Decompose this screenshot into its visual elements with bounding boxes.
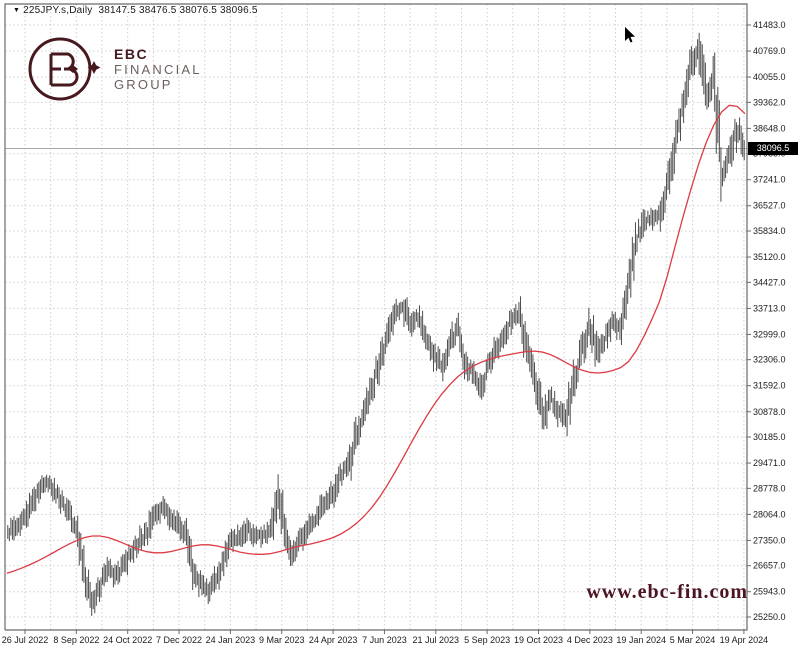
website-watermark: www.ebc-fin.com xyxy=(586,581,748,603)
symbol-name: 225JPY.s,Daily xyxy=(23,5,93,16)
x-axis-label: 19 Jan 2024 xyxy=(616,635,666,645)
y-axis-label: 35120.0 xyxy=(753,252,786,262)
mouse-cursor-icon xyxy=(625,27,635,43)
y-axis-label: 27350.0 xyxy=(753,535,786,545)
y-axis-label: 30878.0 xyxy=(753,407,786,417)
y-axis-label: 32999.0 xyxy=(753,329,786,339)
logo-text-ebc: EBC xyxy=(114,45,149,62)
y-axis-label: 36527.0 xyxy=(753,201,786,211)
symbol-ohlc-line: ▼ 225JPY.s,Daily 38147.5 38476.5 38076.5 3… xyxy=(13,5,258,16)
sparkle-icon xyxy=(87,61,101,74)
y-axis-label: 29471.0 xyxy=(753,458,786,468)
y-axis-label: 28778.0 xyxy=(753,483,786,493)
y-axis-label: 40769.0 xyxy=(753,46,786,56)
x-axis-label: 19 Oct 2023 xyxy=(514,635,563,645)
y-axis-label: 33713.0 xyxy=(753,303,786,313)
price-scale[interactable]: 41483.040769.040055.039362.038648.037955… xyxy=(747,20,786,622)
x-axis-label: 24 Oct 2022 xyxy=(103,635,152,645)
plot-frame xyxy=(4,3,748,631)
y-axis-label: 39362.0 xyxy=(753,97,786,107)
x-axis-label: 8 Sep 2022 xyxy=(53,635,99,645)
y-axis-label: 28064.0 xyxy=(753,509,786,519)
x-axis-label: 21 Jul 2023 xyxy=(413,635,460,645)
y-axis-label: 32306.0 xyxy=(753,355,786,365)
time-scale[interactable]: 26 Jul 2022 8 Sep 2022 24 Oct 2022 7 Dec 20… xyxy=(2,630,768,645)
x-axis-label: 24 Jan 2023 xyxy=(206,635,256,645)
ohlc-values: 38147.5 38476.5 38076.5 38096.5 xyxy=(98,5,258,16)
y-axis-label: 25943.0 xyxy=(753,587,786,597)
y-axis-label: 35834.0 xyxy=(753,226,786,236)
y-axis-label: 26657.0 xyxy=(753,561,786,571)
x-axis-label: 7 Dec 2022 xyxy=(156,635,202,645)
current-price-tag: 38096.5 xyxy=(748,142,798,155)
candlesticks xyxy=(7,32,745,616)
y-axis-label: 37241.0 xyxy=(753,175,786,185)
x-axis-label: 7 Jun 2023 xyxy=(362,635,407,645)
y-axis-label: 31592.0 xyxy=(753,381,786,391)
y-axis-label: 30185.0 xyxy=(753,432,786,442)
ebc-logo: EBC FINANCIAL GROUP xyxy=(24,30,202,108)
y-axis-label: 38648.0 xyxy=(753,123,786,133)
x-axis-label: 5 Sep 2023 xyxy=(464,635,510,645)
symbol-dropdown-icon: ▼ xyxy=(13,7,21,14)
x-axis-label: 19 Apr 2024 xyxy=(720,635,769,645)
y-axis-label: 41483.0 xyxy=(753,20,786,30)
x-axis-label: 26 Jul 2022 xyxy=(2,635,49,645)
y-axis-label: 34427.0 xyxy=(753,277,786,287)
logo-text-group: GROUP xyxy=(114,76,173,92)
x-axis-label: 5 Mar 2024 xyxy=(670,635,716,645)
moving-average-line xyxy=(6,104,746,574)
logo-text-financial: FINANCIAL xyxy=(114,61,202,77)
x-axis-label: 4 Dec 2023 xyxy=(567,635,613,645)
x-axis-label: 9 Mar 2023 xyxy=(259,635,305,645)
y-axis-label: 40055.0 xyxy=(753,72,786,82)
y-axis-label: 25250.0 xyxy=(753,612,786,622)
ebc-logo-mark-icon xyxy=(28,37,101,101)
x-axis-label: 24 Apr 2023 xyxy=(309,635,358,645)
